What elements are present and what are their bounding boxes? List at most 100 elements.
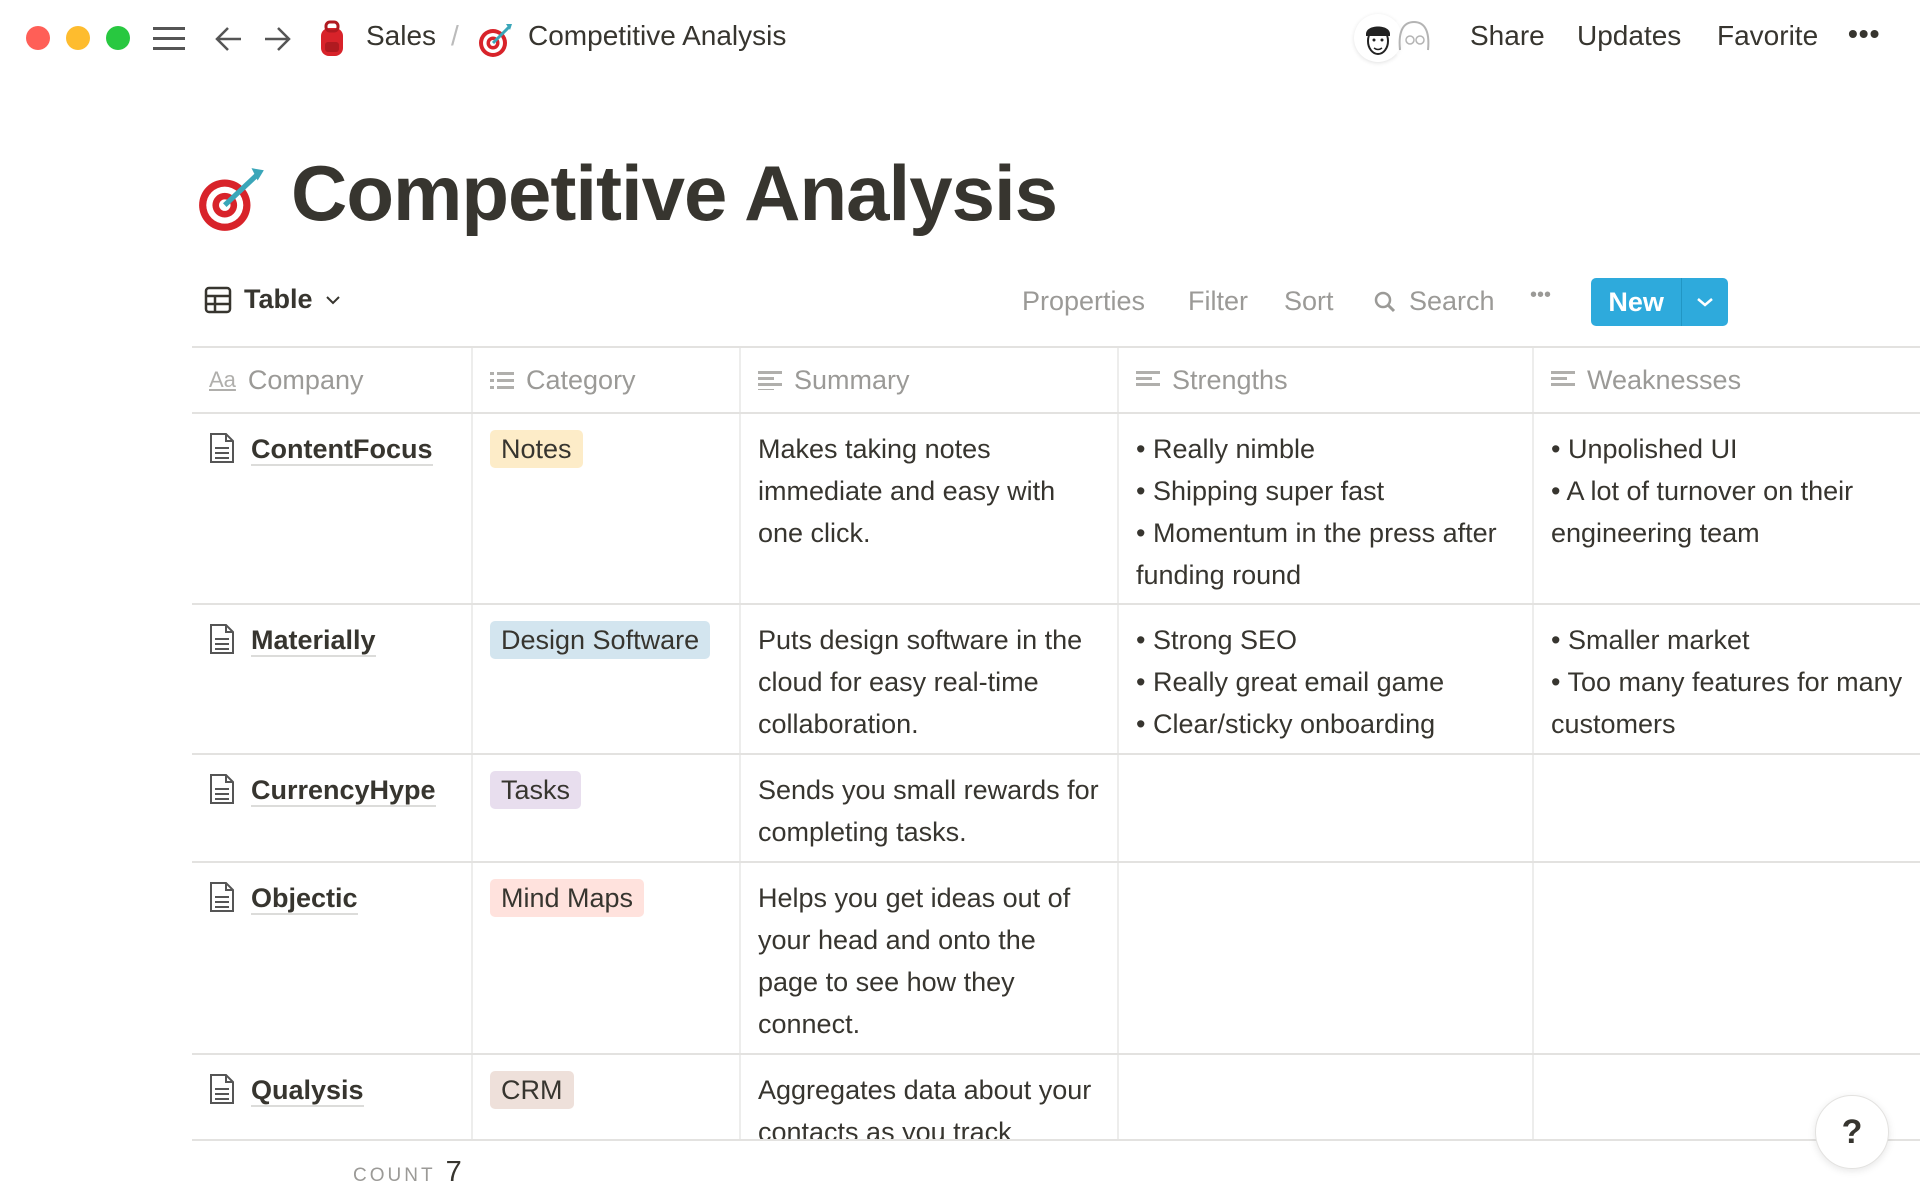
weaknesses-cell[interactable]: • Smaller market • Too many features for … (1534, 605, 1920, 753)
company-name-link[interactable]: CurrencyHype (251, 775, 436, 807)
avatar[interactable] (1390, 14, 1438, 62)
strengths-cell[interactable] (1119, 1055, 1534, 1139)
category-cell[interactable]: Mind Maps (473, 863, 741, 1053)
bullet-text: A lot of turnover on their engineering t… (1551, 476, 1854, 548)
breadcrumb-sales[interactable]: Sales (366, 20, 437, 51)
bullet-text: Really nimble (1152, 434, 1316, 464)
count-footer[interactable]: COUNT 7 (353, 1156, 462, 1189)
weaknesses-cell[interactable] (1534, 863, 1920, 1053)
column-header-company[interactable]: Aa Company (192, 348, 473, 412)
maximize-window-button[interactable] (106, 26, 130, 50)
table-icon (204, 286, 232, 313)
properties-button[interactable]: Properties (1022, 286, 1146, 316)
table-row[interactable]: Objectic Mind Maps Helps you get ideas out… (192, 863, 1920, 1055)
category-cell[interactable]: Notes (473, 414, 741, 603)
column-label: Category (526, 365, 636, 395)
table-row[interactable]: ContentFocus Notes Makes taking notes imme… (192, 414, 1920, 605)
company-name-link[interactable]: Objectic (251, 883, 358, 915)
category-cell[interactable]: Tasks (473, 755, 741, 861)
backpack-icon (317, 20, 347, 63)
table-row[interactable]: CurrencyHype Tasks Sends you small rewards… (192, 755, 1920, 863)
bullet-text: Clear/sticky onboarding (1152, 709, 1436, 739)
company-cell[interactable]: CurrencyHype (192, 755, 473, 861)
bullet-text: Smaller market (1567, 625, 1750, 655)
column-header-strengths[interactable]: Strengths (1119, 348, 1534, 412)
sort-button[interactable]: Sort (1284, 286, 1334, 316)
bullet-item: • Momentum in the press after funding ro… (1136, 518, 1497, 590)
bullet-item: • Shipping super fast (1136, 476, 1385, 506)
page-icon (209, 881, 235, 913)
category-cell[interactable]: Design Software (473, 605, 741, 753)
strengths-cell[interactable] (1119, 863, 1534, 1053)
count-label: COUNT (353, 1165, 436, 1186)
strengths-cell[interactable]: • Strong SEO • Really great email game • C… (1119, 605, 1534, 753)
chevron-down-icon (1697, 298, 1713, 307)
weaknesses-cell[interactable]: • Unpolished UI • A lot of turnover on th… (1534, 414, 1920, 603)
summary-cell[interactable]: Sends you small rewards for completing t… (741, 755, 1119, 861)
column-label: Strengths (1172, 365, 1288, 395)
target-icon (478, 22, 514, 63)
bullet-item: • Unpolished UI (1551, 434, 1738, 464)
minimize-window-button[interactable] (66, 26, 90, 50)
avatar[interactable] (1354, 14, 1402, 62)
company-cell[interactable]: Objectic (192, 863, 473, 1053)
company-name-link[interactable]: ContentFocus (251, 434, 433, 466)
company-cell[interactable]: Qualysis (192, 1055, 473, 1139)
bullet-item: • Really great email game (1136, 667, 1445, 697)
page-icon (209, 623, 235, 655)
breadcrumb-competitive-analysis[interactable]: Competitive Analysis (528, 20, 787, 51)
category-cell[interactable]: CRM (473, 1055, 741, 1139)
favorite-button[interactable]: Favorite (1717, 20, 1819, 51)
more-options-button[interactable]: ••• (1848, 18, 1881, 49)
updates-button[interactable]: Updates (1577, 20, 1682, 51)
summary-cell[interactable]: Helps you get ideas out of your head and… (741, 863, 1119, 1053)
table-row[interactable]: Qualysis CRM Aggregates data about your co… (192, 1055, 1920, 1139)
bullet-text: Shipping super fast (1152, 476, 1385, 506)
company-name-link[interactable]: Qualysis (251, 1075, 364, 1107)
chevron-down-icon (325, 295, 340, 304)
summary-cell[interactable]: Makes taking notes immediate and easy wi… (741, 414, 1119, 603)
search-label: Search (1409, 286, 1495, 316)
new-button[interactable]: New (1591, 278, 1728, 326)
text-icon (758, 371, 782, 390)
column-header-category[interactable]: Category (473, 348, 741, 412)
strengths-cell[interactable]: • Really nimble • Shipping super fast • Mo… (1119, 414, 1534, 603)
strengths-cell[interactable] (1119, 755, 1534, 861)
help-button[interactable]: ? (1815, 1095, 1889, 1169)
share-button[interactable]: Share (1470, 20, 1545, 51)
count-value: 7 (445, 1156, 462, 1188)
summary-cell[interactable]: Aggregates data about your contacts as y… (741, 1055, 1119, 1139)
view-label: Table (244, 284, 313, 314)
weaknesses-cell[interactable] (1534, 755, 1920, 861)
close-window-button[interactable] (26, 26, 50, 50)
search-icon (1374, 291, 1396, 312)
view-selector[interactable]: Table (204, 284, 341, 315)
page-icon[interactable] (196, 166, 270, 237)
forward-arrow-icon[interactable] (262, 24, 292, 59)
summary-cell[interactable]: Puts design software in the cloud for ea… (741, 605, 1119, 753)
column-label: Company (247, 365, 364, 395)
company-name-link[interactable]: Materially (251, 625, 376, 657)
company-cell[interactable]: ContentFocus (192, 414, 473, 603)
category-tag: Design Software (490, 621, 711, 659)
new-dropdown-button[interactable] (1681, 278, 1728, 326)
text-icon (1551, 371, 1575, 386)
column-header-weaknesses[interactable]: Weaknesses (1534, 348, 1920, 412)
column-label: Weaknesses (1587, 365, 1742, 395)
table-row[interactable]: Materially Design Software Puts design sof… (192, 605, 1920, 755)
page-icon (209, 1073, 235, 1105)
page-title[interactable]: Competitive Analysis (291, 149, 1058, 237)
more-view-options-button[interactable]: ••• (1530, 284, 1552, 306)
category-tag: CRM (490, 1071, 574, 1109)
category-tag: Mind Maps (490, 879, 645, 917)
bullet-item: • Clear/sticky onboarding (1136, 709, 1436, 739)
search-button[interactable]: Search (1373, 286, 1495, 317)
bullet-item: • Really nimble (1136, 434, 1316, 464)
company-cell[interactable]: Materially (192, 605, 473, 753)
title-aa-icon: Aa (209, 367, 236, 392)
sidebar-toggle-icon[interactable] (153, 26, 185, 52)
category-tag: Notes (490, 430, 583, 468)
back-arrow-icon[interactable] (214, 24, 244, 59)
filter-button[interactable]: Filter (1188, 286, 1248, 316)
column-header-summary[interactable]: Summary (741, 348, 1119, 412)
